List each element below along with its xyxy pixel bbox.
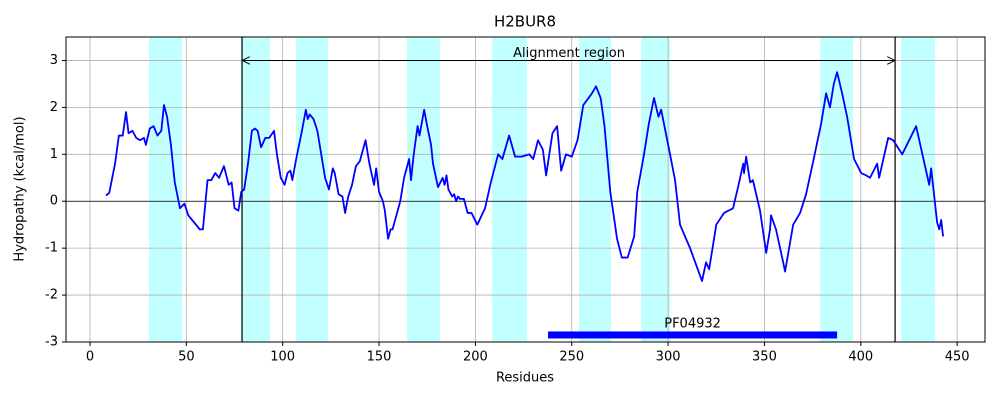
chart-title: H2BUR8 (494, 13, 556, 31)
y-tick-label: -1 (45, 241, 58, 256)
annotation: Alignment region (513, 46, 625, 61)
hydrophobic-region (579, 37, 612, 342)
hydrophobic-region (295, 37, 328, 342)
hydrophobic-region (406, 37, 441, 342)
y-tick-label: 0 (50, 194, 58, 209)
hydropathy-line (105, 71, 944, 282)
y-tick-label: -3 (45, 335, 58, 350)
x-tick-label: 300 (656, 350, 681, 365)
x-tick-label: 400 (848, 350, 873, 365)
hydrophobic-region (641, 37, 671, 342)
y-axis-label: Hydropathy (kcal/mol) (13, 116, 28, 261)
x-tick-label: 100 (270, 350, 295, 365)
x-tick-label: 450 (945, 350, 970, 365)
y-tick-label: 1 (50, 147, 58, 162)
y-tick-label: 3 (50, 53, 58, 68)
y-tick-label: 2 (50, 100, 58, 115)
x-tick-label: 250 (559, 350, 584, 365)
domain-label: PF04932 (664, 316, 721, 331)
plot-frame (65, 36, 986, 343)
x-axis-label: Residues (496, 371, 554, 386)
y-tick-label: -2 (45, 288, 58, 303)
domain-bar (548, 331, 838, 339)
hydrophobic-region (148, 37, 183, 342)
x-tick-label: 50 (178, 350, 195, 365)
hydrophobic-region (820, 37, 854, 342)
hydrophobic-region (241, 37, 270, 342)
x-tick-label: 150 (367, 350, 392, 365)
x-tick-label: 200 (463, 350, 488, 365)
x-tick-label: 0 (86, 350, 94, 365)
x-tick-label: 350 (752, 350, 777, 365)
hydrophobic-region (901, 37, 936, 342)
hydrophobic-region (491, 37, 528, 342)
